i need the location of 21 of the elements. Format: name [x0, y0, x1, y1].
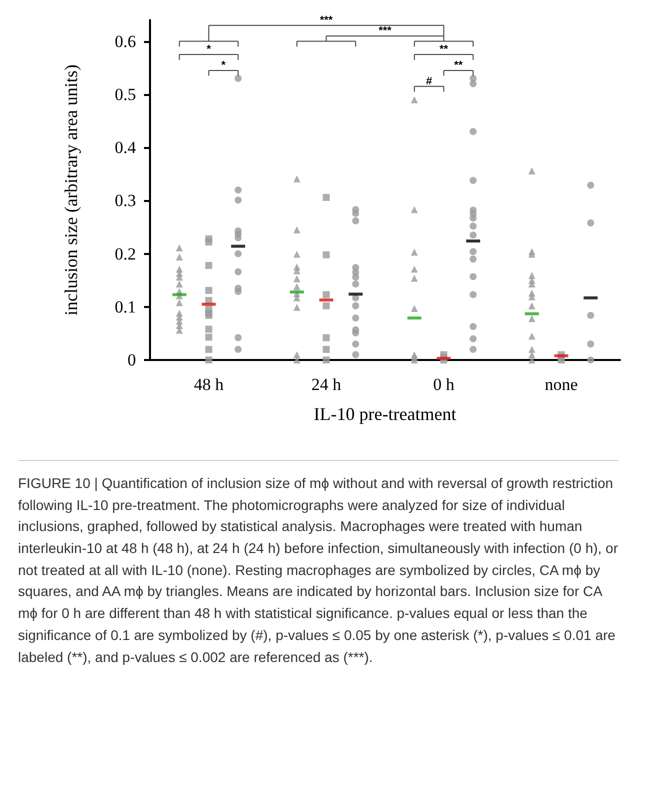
- y-tick-label: 0.5: [114, 84, 136, 104]
- annotation: *: [206, 44, 212, 56]
- text: FIGURE 10 | Quantification of inclusion size of mϕ without and with reversal of growth restriction following IL-10 pre-treatment. The photomicrographs were analyzed for size of individual inclusions, graphed, followed by statistical analysis. Macrophages were treated with human interleukin-10 at 48 h (48 h), at 24 h (24 h) before infection, simultaneously with infection (0 h), or not treated at all with IL-10 (none). Resting macrophages are symbolized by circles, CA mϕ by squares, and AA mϕ by triangles. Means are indicated by horizontal bars. Inclusion size for CA mϕ for 0 h are different than 48 h with statistical significance. p-values equal or less than the significance of 0.1 are symbolized by (#), p-values ≤ 0.05 by one asterisk (*), p-values ≤ 0.01 are labeled (**), and p-values ≤ 0.002 are referenced as (***).: [18, 475, 618, 664]
- y-tick-label: 0.2: [114, 244, 136, 264]
- x-axis-title: IL-10 pre-treatment: [314, 404, 456, 424]
- annotation: ***: [320, 14, 334, 26]
- x-tick-label: none: [544, 375, 578, 394]
- y-tick-label: 0: [128, 350, 136, 370]
- annotation: #: [426, 75, 432, 88]
- y-axis-title: inclusion size (arbitrary area units): [61, 64, 81, 316]
- y-tick-label: 0.6: [114, 32, 136, 51]
- annotation: **: [439, 44, 449, 56]
- x-tick-label: 0 h: [433, 375, 455, 394]
- x-tick-label: 24 h: [311, 375, 342, 394]
- x-tick-label: 48 h: [194, 375, 224, 394]
- annotation: **: [454, 59, 464, 72]
- y-tick-label: 0.4: [114, 138, 136, 157]
- annotation: *: [221, 59, 226, 72]
- annotation: ***: [378, 24, 392, 37]
- y-tick-label: 0.1: [114, 297, 136, 316]
- y-tick-label: 0.3: [114, 191, 136, 210]
